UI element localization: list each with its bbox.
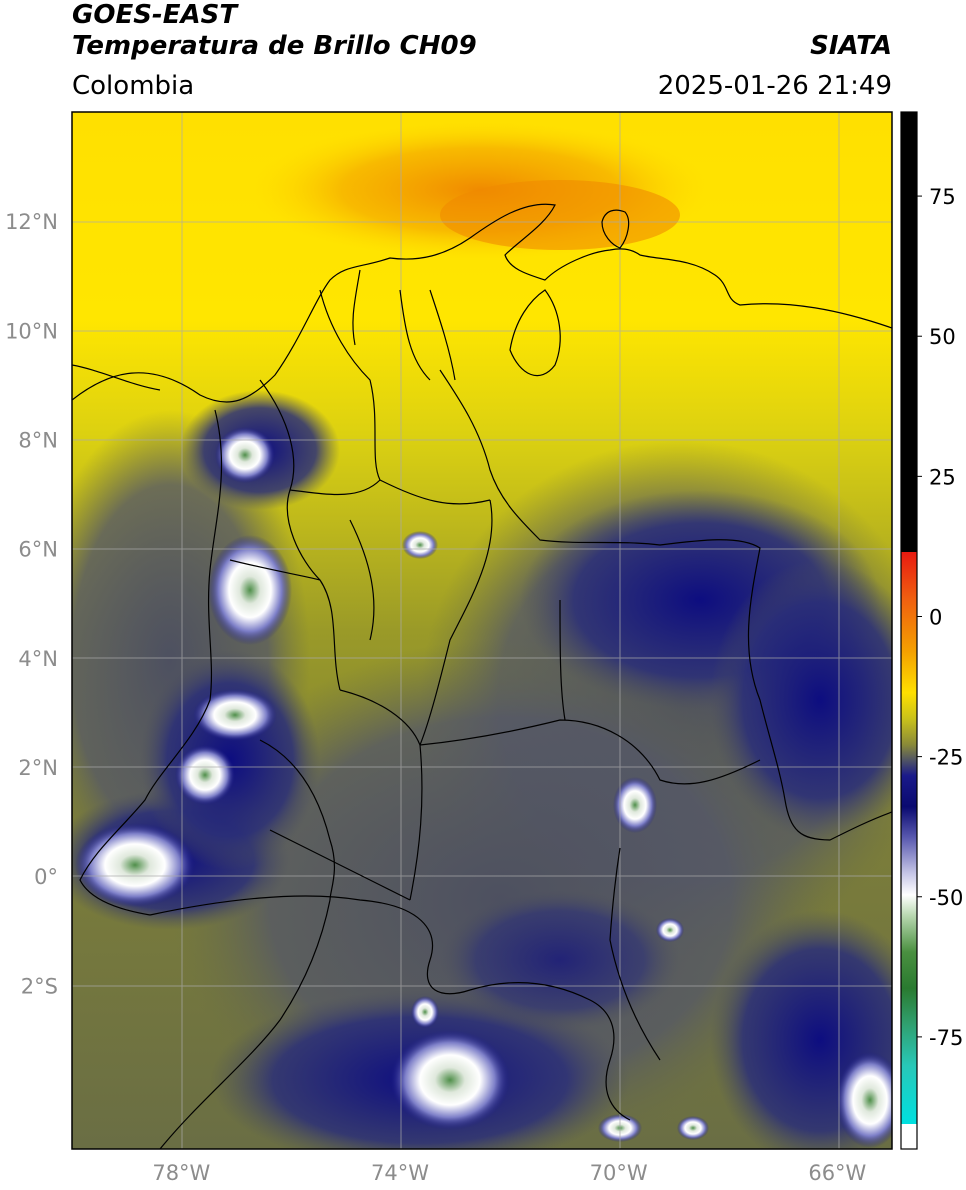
colorbar-tick-labels: 75 50 25 0 -25 -50 -75 [917, 185, 963, 1050]
colorbar-tick-label: 25 [929, 465, 956, 489]
lon-tick-label: 70°W [590, 1161, 648, 1185]
lat-tick-label: 12°N [5, 210, 58, 234]
colorbar-tick-label: 75 [929, 185, 956, 209]
title-line-2: Temperatura de Brillo CH09 [72, 31, 477, 61]
colorbar-tick-label: 0 [929, 605, 942, 629]
colorbar-tick-label: -75 [929, 1026, 963, 1050]
title-line-1: GOES-EAST [72, 0, 238, 30]
lat-tick-label: 0° [34, 865, 58, 889]
lat-tick-label: 4°N [18, 647, 58, 671]
colorbar-tick-label: 50 [929, 325, 956, 349]
lat-tick-label: 8°N [18, 428, 58, 452]
lon-tick-label: 78°W [152, 1161, 210, 1185]
colorbar-gradient [901, 112, 917, 1149]
agency-label: SIATA [810, 31, 892, 61]
region-label: Colombia [72, 71, 195, 101]
latitude-tick-labels: 12°N 10°N 8°N 6°N 4°N 2°N 0° 2°S [5, 210, 58, 998]
datetime-label: 2025-01-26 21:49 [657, 71, 892, 101]
borders [72, 203, 892, 1149]
map-frame [71, 111, 893, 1150]
lat-tick-label: 2°N [18, 756, 58, 780]
lon-tick-label: 66°W [808, 1161, 866, 1185]
colorbar-tick-label: -25 [929, 746, 963, 770]
longitude-tick-labels: 78°W 74°W 70°W 66°W [152, 1161, 866, 1185]
colorbar-frame [900, 111, 918, 1150]
brightness-temperature-field [72, 112, 892, 1149]
lat-tick-label: 10°N [5, 319, 58, 343]
colorbar-tick-label: -50 [929, 886, 963, 910]
lat-tick-label: 2°S [21, 974, 58, 998]
lon-tick-label: 74°W [371, 1161, 429, 1185]
colorbar: 75 50 25 0 -25 -50 -75 [900, 111, 963, 1150]
lat-tick-label: 6°N [18, 538, 58, 562]
